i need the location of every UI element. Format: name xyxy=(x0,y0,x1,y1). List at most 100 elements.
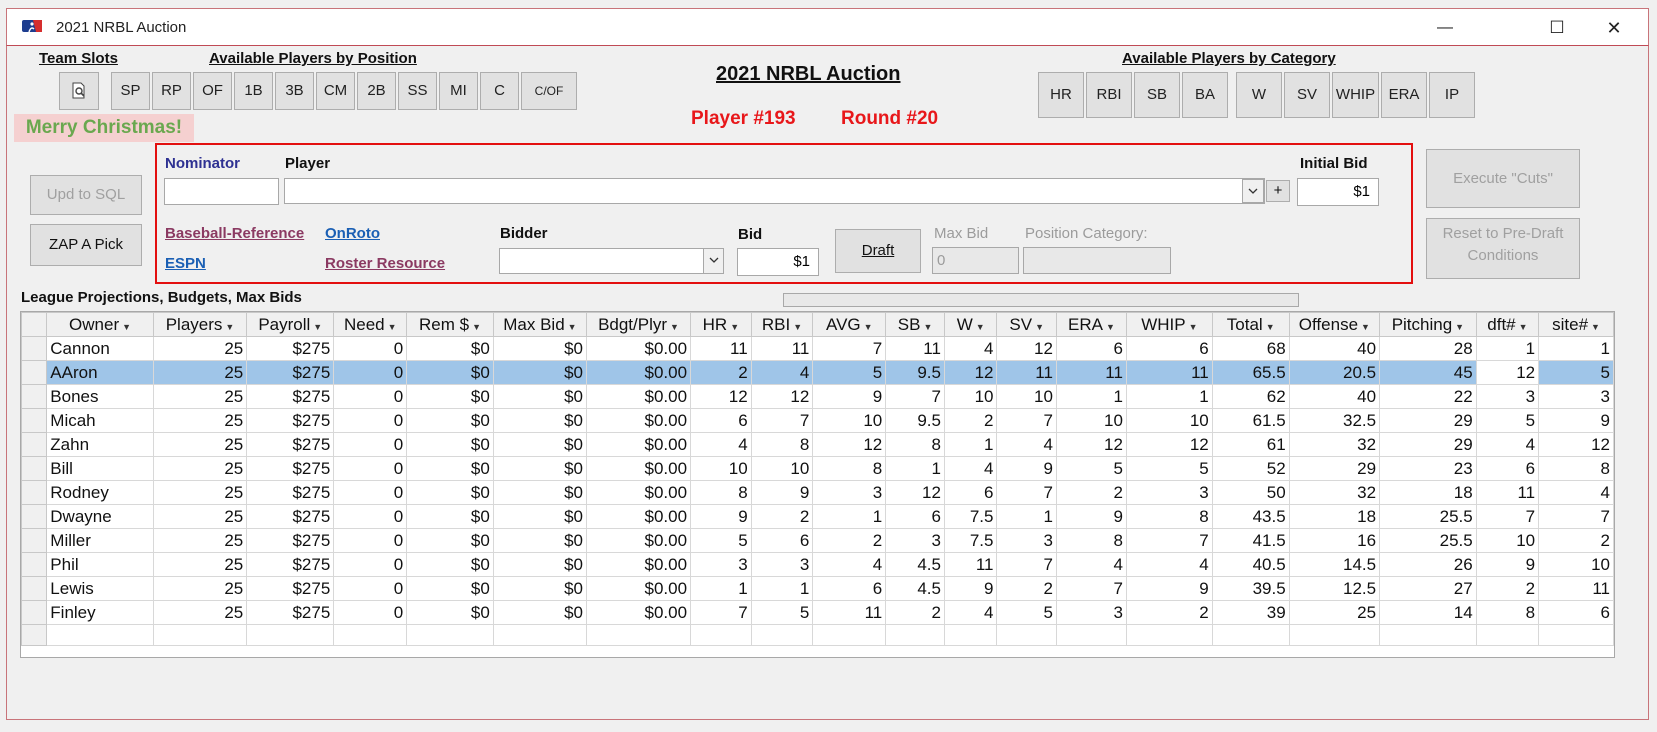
cell-whip[interactable]: 2 xyxy=(1125,600,1213,625)
cell-era[interactable]: 4 xyxy=(1055,552,1127,577)
row-selector[interactable] xyxy=(21,624,48,646)
cell-avg[interactable]: 3 xyxy=(812,480,887,505)
cell-hr[interactable]: 3 xyxy=(690,552,752,577)
cell-bdgt-plyr[interactable]: $0.00 xyxy=(585,336,692,361)
cell-pitching[interactable]: 26 xyxy=(1379,552,1477,577)
cell-bdgt-plyr[interactable]: $0.00 xyxy=(585,528,692,553)
cell-w[interactable]: 4 xyxy=(943,600,998,625)
cell-payroll[interactable]: $275 xyxy=(246,552,335,577)
cell-owner[interactable]: Bill xyxy=(46,456,154,481)
cell-payroll[interactable]: $275 xyxy=(246,336,335,361)
cell-sv[interactable]: 5 xyxy=(996,600,1057,625)
cell-payroll[interactable]: $275 xyxy=(246,432,335,457)
cell-rem[interactable]: $0 xyxy=(406,600,494,625)
cell-site[interactable]: 10 xyxy=(1538,552,1614,577)
cell-sb[interactable]: 6 xyxy=(885,504,945,529)
cell-w[interactable]: 12 xyxy=(943,360,998,385)
cell-sb[interactable]: 4.5 xyxy=(885,576,945,601)
cell-total[interactable]: 62 xyxy=(1211,384,1290,409)
cell-avg[interactable]: 5 xyxy=(812,360,887,385)
cell-rem[interactable]: $0 xyxy=(406,480,494,505)
empty-cell[interactable] xyxy=(152,624,248,646)
row-selector[interactable] xyxy=(21,552,48,577)
cell-total[interactable]: 65.5 xyxy=(1211,360,1290,385)
cell-site[interactable]: 2 xyxy=(1538,528,1614,553)
sort-arrow-icon[interactable]: ▼ xyxy=(730,321,740,332)
column-header-site[interactable]: site# ▼ xyxy=(1538,312,1614,337)
initial-bid-input[interactable]: $1 xyxy=(1297,178,1379,206)
cell-sb[interactable]: 11 xyxy=(885,336,945,361)
sort-arrow-icon[interactable]: ▼ xyxy=(923,321,933,332)
cell-players[interactable]: 25 xyxy=(152,456,248,481)
cell-pitching[interactable]: 27 xyxy=(1379,576,1477,601)
cell-owner[interactable]: Zahn xyxy=(46,432,154,457)
cell-owner[interactable]: Phil xyxy=(46,552,154,577)
cell-avg[interactable]: 10 xyxy=(812,408,887,433)
cell-rbi[interactable]: 10 xyxy=(750,456,814,481)
cell-offense[interactable]: 14.5 xyxy=(1288,552,1381,577)
cell-dft[interactable]: 5 xyxy=(1475,408,1540,433)
empty-cell[interactable] xyxy=(1379,624,1477,646)
empty-cell[interactable] xyxy=(585,624,692,646)
position-button-c-of[interactable]: C/OF xyxy=(521,72,577,110)
sort-arrow-icon[interactable]: ▼ xyxy=(1518,321,1528,332)
cell-players[interactable]: 25 xyxy=(152,504,248,529)
cell-rem[interactable]: $0 xyxy=(406,432,494,457)
empty-cell[interactable] xyxy=(812,624,887,646)
column-header-offense[interactable]: Offense ▼ xyxy=(1288,312,1381,337)
team-slots-button[interactable] xyxy=(59,72,99,110)
cell-need[interactable]: 0 xyxy=(333,384,408,409)
cell-max-bid[interactable]: $0 xyxy=(492,384,588,409)
cell-rem[interactable]: $0 xyxy=(406,336,494,361)
cell-max-bid[interactable]: $0 xyxy=(492,528,588,553)
table-row[interactable]: Finley 25 $275 0 $0 $0 $0.00 7 5 11 2 4 5 3 2 39 25 14 8 6 xyxy=(21,600,1614,625)
row-selector[interactable] xyxy=(21,360,48,385)
empty-cell[interactable] xyxy=(406,624,494,646)
cell-whip[interactable]: 3 xyxy=(1125,480,1213,505)
cell-payroll[interactable]: $275 xyxy=(246,576,335,601)
cell-total[interactable]: 43.5 xyxy=(1211,504,1290,529)
column-header-sv[interactable]: SV ▼ xyxy=(996,312,1057,337)
cell-owner[interactable]: Rodney xyxy=(46,480,154,505)
cell-players[interactable]: 25 xyxy=(152,432,248,457)
column-header-total[interactable]: Total ▼ xyxy=(1211,312,1290,337)
cell-dft[interactable]: 12 xyxy=(1475,360,1540,385)
cell-whip[interactable]: 1 xyxy=(1125,384,1213,409)
cell-era[interactable]: 2 xyxy=(1055,480,1127,505)
category-button-hr[interactable]: HR xyxy=(1038,72,1084,118)
column-header-max-bid[interactable]: Max Bid ▼ xyxy=(492,312,588,337)
column-header-whip[interactable]: WHIP ▼ xyxy=(1125,312,1213,337)
cell-dft[interactable]: 1 xyxy=(1475,336,1540,361)
category-button-ba[interactable]: BA xyxy=(1182,72,1228,118)
cell-pitching[interactable]: 29 xyxy=(1379,408,1477,433)
empty-cell[interactable] xyxy=(492,624,588,646)
position-button-rp[interactable]: RP xyxy=(152,72,191,110)
cell-pitching[interactable]: 29 xyxy=(1379,432,1477,457)
column-header-hr[interactable]: HR ▼ xyxy=(690,312,752,337)
cell-dft[interactable]: 11 xyxy=(1475,480,1540,505)
row-selector[interactable] xyxy=(21,456,48,481)
cell-sb[interactable]: 1 xyxy=(885,456,945,481)
cell-pitching[interactable]: 18 xyxy=(1379,480,1477,505)
player-dropdown-arrow[interactable] xyxy=(1242,179,1264,203)
cell-whip[interactable]: 6 xyxy=(1125,336,1213,361)
cell-need[interactable]: 0 xyxy=(333,480,408,505)
position-button-cm[interactable]: CM xyxy=(316,72,355,110)
cell-payroll[interactable]: $275 xyxy=(246,456,335,481)
empty-cell[interactable] xyxy=(1538,624,1614,646)
cell-max-bid[interactable]: $0 xyxy=(492,552,588,577)
sort-arrow-icon[interactable]: ▼ xyxy=(1361,321,1370,332)
cell-sb[interactable]: 7 xyxy=(885,384,945,409)
cell-total[interactable]: 61.5 xyxy=(1211,408,1290,433)
empty-cell[interactable] xyxy=(1475,624,1540,646)
cell-rbi[interactable]: 1 xyxy=(750,576,814,601)
cell-players[interactable]: 25 xyxy=(152,480,248,505)
cell-bdgt-plyr[interactable]: $0.00 xyxy=(585,552,692,577)
cell-era[interactable]: 10 xyxy=(1055,408,1127,433)
cell-hr[interactable]: 10 xyxy=(690,456,752,481)
cell-era[interactable]: 9 xyxy=(1055,504,1127,529)
cell-payroll[interactable]: $275 xyxy=(246,528,335,553)
cell-sv[interactable]: 1 xyxy=(996,504,1057,529)
category-button-sv[interactable]: SV xyxy=(1284,72,1330,118)
cell-dft[interactable]: 3 xyxy=(1475,384,1540,409)
